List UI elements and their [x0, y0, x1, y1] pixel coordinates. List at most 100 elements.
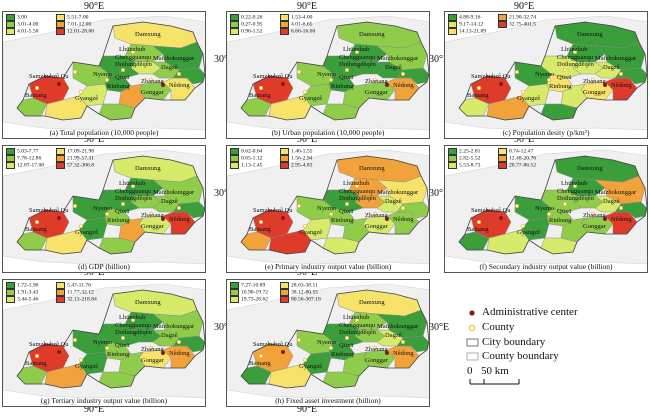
legend-swatch: [280, 289, 289, 296]
legend-swatch: [56, 148, 65, 155]
place-label-samzhub: Samzhubzê Qu: [471, 73, 511, 80]
choropleth-map: [3, 283, 205, 399]
place-label-nyemo: Nyemo: [317, 205, 337, 212]
admin-center-marker: [57, 216, 61, 220]
county-marker: [176, 72, 181, 77]
legend-label: 19.73-28.62: [241, 296, 269, 303]
lon-label-mid-1: 90°E: [84, 134, 105, 145]
city-boundary-outline: [240, 289, 429, 389]
place-label-qusu: Qüxü: [115, 208, 130, 215]
county-boundary-symbol: [466, 352, 479, 361]
county-marker: [354, 50, 359, 55]
county-marker: [176, 340, 181, 345]
county-marker: [73, 338, 78, 343]
legend-label: 11.77-32.12: [67, 289, 94, 296]
place-label-zhanang: Zhanang: [141, 346, 164, 353]
place-label-zhanang: Zhanang: [583, 212, 606, 219]
lon-label-top-2: 90°E: [297, 1, 318, 12]
legend-item: 2.25-2.81: [448, 148, 480, 155]
county-marker: [515, 204, 520, 209]
lon-label-bot-1: 90°E: [84, 404, 105, 415]
county-marker: [372, 78, 377, 83]
region-dagze: [376, 329, 404, 347]
legend-label: 5.51-7.00: [67, 14, 89, 21]
legend-label: 0.96-1.52: [241, 28, 263, 35]
county-marker: [259, 86, 264, 91]
place-label-rinbung: Rinbung: [549, 217, 572, 224]
region-east1: [614, 201, 647, 219]
place-label-nedong: Nêdong: [393, 350, 414, 357]
choropleth-map: [227, 149, 429, 265]
place-label-nyemo: Nyemo: [535, 71, 555, 78]
legend-swatch: [56, 162, 65, 169]
place-label-chengguan: Chengguanqu: [557, 188, 594, 195]
county-boundary-label: County boundary: [482, 350, 559, 362]
county-marker: [176, 206, 181, 211]
place-label-gonggar: Gonggar: [365, 357, 388, 364]
legend-item: 12.87-17.08: [6, 162, 44, 169]
place-label-bainang: Bainang: [249, 92, 271, 99]
county-marker: [572, 184, 577, 189]
place-label-qusu: Qüxü: [339, 74, 354, 81]
legend-item: 80.56-307.18: [280, 296, 321, 303]
place-label-doilung: Doilungdêqên: [115, 195, 152, 202]
legend-label: 5.03-7.77: [17, 148, 39, 155]
place-label-bainang: Bainang: [25, 360, 47, 367]
legend-label: 5.53-8.73: [459, 162, 481, 169]
region-east1: [396, 67, 429, 85]
legend-swatch: [448, 148, 457, 155]
legend-item: 1.13-1.45: [230, 162, 262, 169]
legend-item: 11.77-32.12: [56, 289, 94, 296]
county-marker: [477, 86, 482, 91]
county-marker: [35, 220, 40, 225]
place-label-damxung: Damxung: [135, 165, 161, 172]
place-label-rinbung: Rinbung: [107, 351, 130, 358]
legend-swatch: [230, 162, 239, 169]
place-label-maizho: Maizhokunggar: [595, 189, 637, 196]
legend-label: 80.56-307.18: [291, 296, 321, 303]
county-marker: [79, 224, 84, 229]
region-east1: [614, 67, 647, 85]
admin-center-marker: [385, 83, 389, 87]
county-marker: [400, 340, 405, 345]
lon-label-mid-3: 90°E: [514, 134, 535, 145]
place-label-gonggar: Gonggar: [583, 89, 606, 96]
place-label-gyangze: Gyangzê: [299, 363, 323, 370]
legend-item: 2.95-4.83: [280, 162, 312, 169]
place-label-doilung: Doilungdêqên: [557, 195, 594, 202]
place-label-chengguan: Chengguanqu: [339, 322, 376, 329]
place-label-lhunzhub: Lhünzhub: [119, 180, 146, 187]
county-marker: [259, 354, 264, 359]
legend-item: 1.72-1.90: [6, 282, 38, 289]
place-label-lhunzhub: Lhünzhub: [343, 46, 370, 53]
county-marker: [515, 70, 520, 75]
county-marker: [354, 184, 359, 189]
place-label-bainang: Bainang: [249, 360, 271, 367]
place-label-chengguan: Chengguanqu: [557, 54, 594, 61]
legend-label: 7.78-12.86: [17, 155, 42, 162]
legend-item: 17.09-21.98: [56, 148, 94, 155]
place-label-nyemo: Nyemo: [317, 339, 337, 346]
admin-center-marker: [161, 351, 165, 355]
county-marker: [521, 90, 526, 95]
place-label-rinbung: Rinbung: [331, 217, 354, 224]
place-label-maizho: Maizhokunggar: [377, 55, 419, 62]
legend-swatch: [498, 148, 507, 155]
legend-item: 28.63-38.11: [280, 282, 318, 289]
legend-label: 4.01-6.65: [291, 21, 313, 28]
choropleth-map: [3, 149, 205, 265]
place-label-gyangze: Gyangzê: [299, 95, 323, 102]
legend-swatch: [448, 155, 457, 162]
map-key-symbols: [466, 310, 520, 385]
place-label-doilung: Doilungdêqên: [339, 61, 376, 68]
choropleth-map: [445, 15, 647, 131]
map-panel-tertiary-industry: Damxung Lhünzhub Chengguanqu Maizhokunggar D…: [2, 279, 206, 407]
admin-center-marker: [281, 350, 285, 354]
legend-swatch: [56, 21, 65, 28]
panel-caption: (a) Total population (10,000 people): [49, 128, 159, 137]
legend-item: 0.62-0.64: [230, 148, 262, 155]
place-label-nyemo: Nyemo: [93, 339, 113, 346]
legend-item: 2.82-5.52: [448, 155, 480, 162]
county-marker: [354, 318, 359, 323]
county-marker: [547, 78, 552, 83]
